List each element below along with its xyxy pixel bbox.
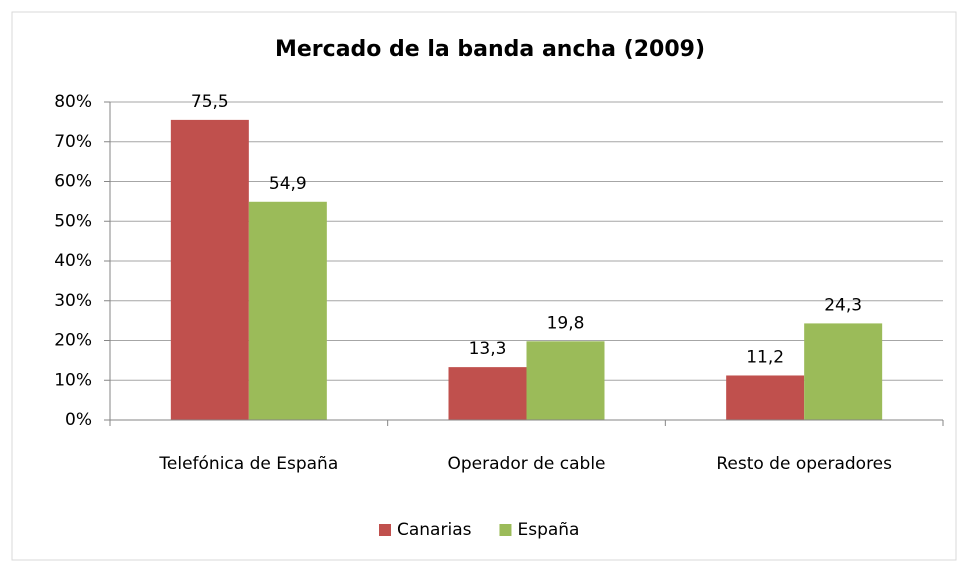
value-label: 11,2: [746, 347, 784, 367]
bar: [726, 375, 805, 420]
y-tick-label: 70%: [54, 132, 92, 152]
value-label: 75,5: [191, 92, 229, 112]
y-tick-label: 60%: [54, 172, 92, 192]
y-tick-label: 30%: [54, 291, 92, 311]
legend-swatch: [379, 524, 391, 536]
bar: [248, 201, 327, 420]
legend-label: Canarias: [397, 520, 472, 540]
value-label: 54,9: [269, 174, 307, 194]
y-tick-label: 40%: [54, 251, 92, 271]
x-tick-label: Operador de cable: [447, 454, 605, 474]
chart-title: Mercado de la banda ancha (2009): [275, 37, 705, 62]
bar: [170, 119, 249, 420]
value-label: 24,3: [824, 295, 862, 315]
legend-label: España: [517, 520, 579, 540]
x-tick-label: Resto de operadores: [716, 454, 892, 474]
y-tick-label: 50%: [54, 211, 92, 231]
y-tick-label: 20%: [54, 331, 92, 351]
x-tick-label: Telefónica de España: [158, 454, 338, 474]
chart-frame: [11, 11, 957, 561]
y-tick-label: 0%: [65, 410, 92, 430]
bar: [526, 341, 605, 420]
bar: [448, 367, 527, 420]
y-tick-label: 80%: [54, 92, 92, 112]
value-label: 19,8: [547, 313, 585, 333]
legend-swatch: [499, 524, 512, 536]
y-tick-label: 10%: [54, 370, 92, 390]
bar: [804, 323, 883, 420]
value-label: 13,3: [469, 339, 507, 359]
